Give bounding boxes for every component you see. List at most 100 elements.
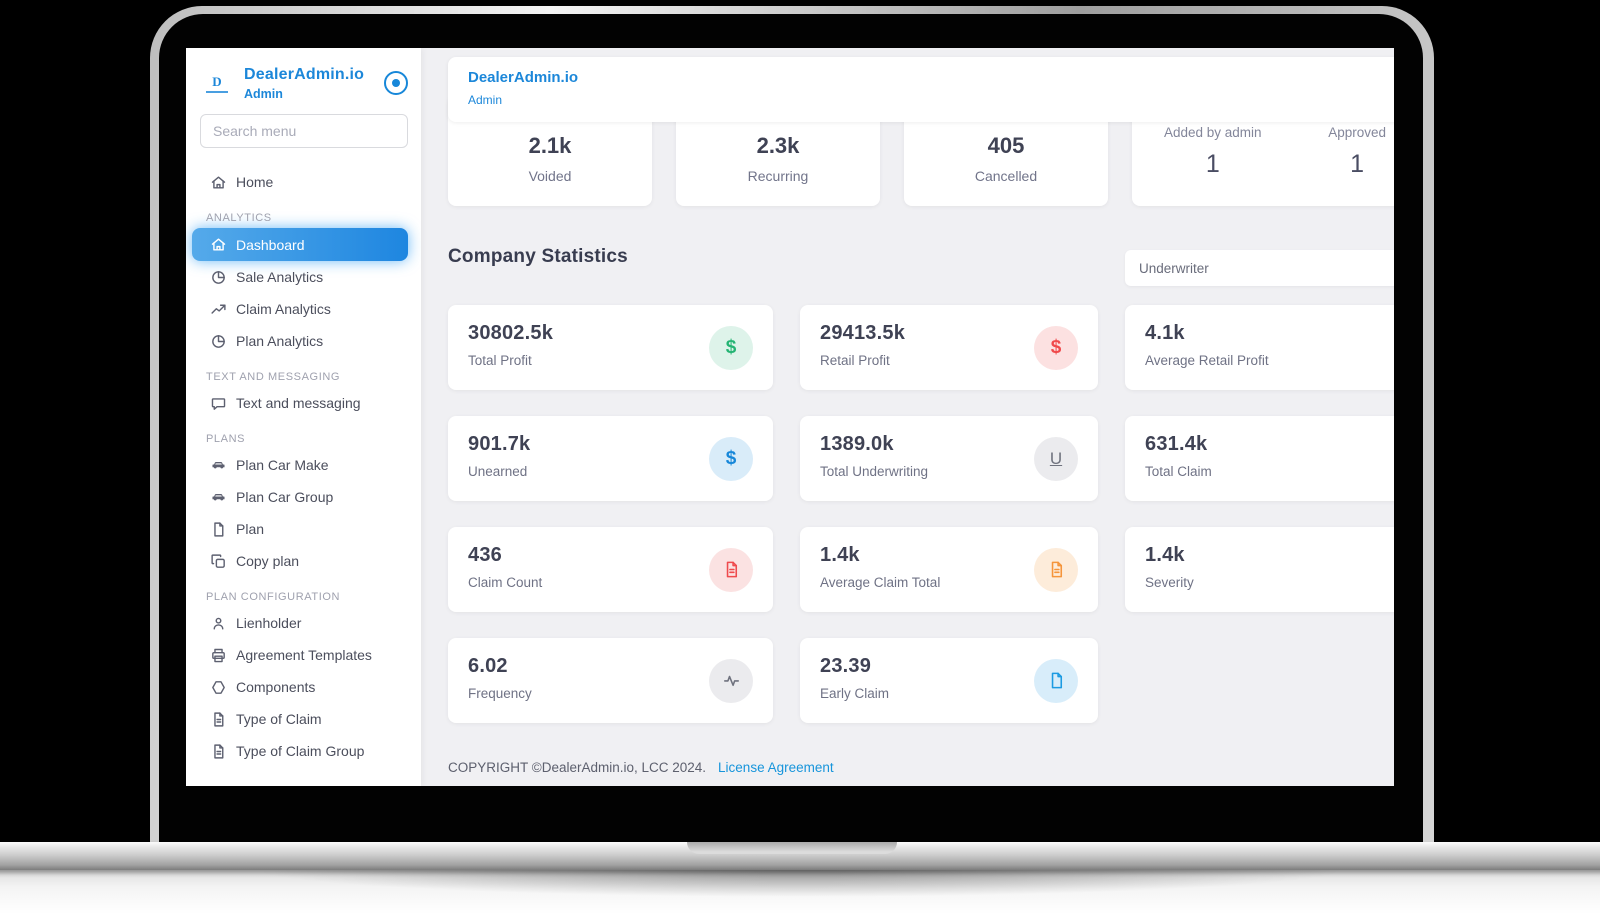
company-stats-grid: 30802.5k Total Profit $ 29413.5k Retail … <box>448 305 1394 723</box>
stat-label: Average Retail Profit <box>1145 353 1269 368</box>
dealeradmin-app-screen: D DealerAdmin.io Admin <box>186 48 1394 786</box>
summary-value: 2.1k <box>528 133 572 158</box>
logo-letter: D <box>212 73 222 89</box>
section-label-text-messaging: TEXT AND MESSAGING <box>206 371 341 383</box>
stat-card-frequency: 6.02 Frequency <box>448 638 773 723</box>
brand-text: DealerAdmin.io Admin <box>234 66 384 101</box>
stat-card-unearned: 901.7k Unearned $ <box>448 416 773 501</box>
stat-card-retail-profit: 29413.5k Retail Profit $ <box>800 305 1098 390</box>
sidebar-item-type-of-claim[interactable]: Type of Claim <box>192 703 408 735</box>
dollar-icon: $ <box>709 325 753 370</box>
sidebar-item-claim-analytics[interactable]: Claim Analytics <box>192 293 408 325</box>
stat-value: 436 <box>468 544 502 566</box>
hexagon-icon <box>210 679 227 696</box>
approved-stat: Approved 1 <box>1328 125 1386 206</box>
sidebar-item-label: Plan Car Make <box>236 457 329 473</box>
sidebar-collapse-button[interactable] <box>384 71 408 95</box>
stat-card-average-retail-profit: 4.1k Average Retail Profit <box>1125 305 1394 390</box>
printer-icon <box>210 647 227 664</box>
stat-label: Approved <box>1328 125 1386 140</box>
sidebar-item-plan-analytics[interactable]: Plan Analytics <box>192 325 408 357</box>
section-label-plan-configuration: PLAN CONFIGURATION <box>206 591 341 603</box>
stat-label: Average Claim Total <box>820 575 941 590</box>
section-label-logs <box>206 781 408 786</box>
section-label-plans: PLANS <box>206 433 246 445</box>
activity-icon <box>709 658 753 703</box>
brand-logo: D <box>200 74 234 93</box>
dollar-icon: $ <box>1034 325 1078 370</box>
added-by-admin-stat: Added by admin 1 <box>1164 125 1262 206</box>
home-icon <box>210 174 227 191</box>
sidebar-item-label: Type of Claim Group <box>236 743 365 759</box>
sidebar-item-copy-plan[interactable]: Copy plan <box>192 545 408 577</box>
file-text-icon <box>210 743 227 760</box>
breadcrumb-subtitle[interactable]: Admin <box>468 93 503 107</box>
record-icon <box>392 79 400 87</box>
sidebar-header: D DealerAdmin.io Admin <box>200 60 408 106</box>
section-label-analytics: ANALYTICS <box>206 212 272 224</box>
copy-icon <box>210 553 227 570</box>
search-input[interactable] <box>200 114 408 148</box>
stat-value: 4.1k <box>1145 322 1185 344</box>
footer: COPYRIGHT ©DealerAdmin.io, LCC 2024. Lic… <box>448 760 834 775</box>
stat-label: Total Profit <box>468 353 532 368</box>
stat-card-total-claim: 631.4k Total Claim <box>1125 416 1394 501</box>
sidebar-search <box>200 114 408 148</box>
stat-value: 1 <box>1205 150 1220 178</box>
stat-label: Early Claim <box>820 686 890 701</box>
sidebar-item-text-and-messaging[interactable]: Text and messaging <box>192 387 408 419</box>
license-agreement-link[interactable]: License Agreement <box>718 760 834 775</box>
underwriter-filter-value: Underwriter <box>1139 260 1209 276</box>
sidebar-item-label: Agreement Templates <box>236 647 372 663</box>
summary-value: 405 <box>987 133 1025 158</box>
sidebar-item-label: Copy plan <box>236 553 300 569</box>
sidebar-item-label: Text and messaging <box>236 395 361 411</box>
user-icon <box>210 615 227 632</box>
stat-card-average-claim-total: 1.4k Average Claim Total <box>800 527 1098 612</box>
stat-value: 29413.5k <box>820 322 906 344</box>
sidebar-item-label: Plan Analytics <box>236 333 324 349</box>
stat-label: Total Claim <box>1145 464 1212 479</box>
trending-up-icon <box>210 301 227 318</box>
sidebar-item-plan-car-make[interactable]: Plan Car Make <box>192 449 408 481</box>
stat-label: Frequency <box>468 686 532 701</box>
sidebar-item-label: Plan Car Group <box>236 489 334 505</box>
sidebar-item-agreement-templates[interactable]: Agreement Templates <box>192 639 408 671</box>
stat-value: 901.7k <box>468 433 531 455</box>
stat-value: 631.4k <box>1145 433 1208 455</box>
pie-chart-icon <box>210 269 227 286</box>
stat-card-early-claim: 23.39 Early Claim <box>800 638 1098 723</box>
sidebar-item-sale-analytics[interactable]: Sale Analytics <box>192 261 408 293</box>
logo-underline <box>206 90 228 93</box>
file-icon <box>210 521 227 538</box>
stat-value: 1.4k <box>820 544 860 566</box>
sidebar-item-lienholder[interactable]: Lienholder <box>192 607 408 639</box>
underwriting-u-icon: U <box>1034 436 1078 481</box>
file-icon <box>1034 658 1078 703</box>
sidebar-item-label: Home <box>236 174 274 190</box>
summary-label: Voided <box>528 168 572 184</box>
breadcrumb-title: DealerAdmin.io <box>468 69 579 86</box>
stat-value: 30802.5k <box>468 322 554 344</box>
stat-value: 23.39 <box>820 655 872 677</box>
page-header: DealerAdmin.io Admin <box>448 57 1394 122</box>
sidebar-item-label: Components <box>236 679 316 695</box>
sidebar-item-dashboard[interactable]: Dashboard <box>192 228 408 261</box>
stat-label: Unearned <box>468 464 528 479</box>
sidebar-item-home[interactable]: Home <box>192 166 408 198</box>
stat-value: 1389.0k <box>820 433 894 455</box>
sidebar-item-plan-car-group[interactable]: Plan Car Group <box>192 481 408 513</box>
stat-value: 6.02 <box>468 655 508 677</box>
sidebar-item-type-of-claim-group[interactable]: Type of Claim Group <box>192 735 408 767</box>
stat-label: Retail Profit <box>820 353 890 368</box>
sidebar-item-label: Claim Analytics <box>236 301 331 317</box>
sidebar-item-components[interactable]: Components <box>192 671 408 703</box>
company-statistics-title: Company Statistics <box>448 246 628 267</box>
stat-card-severity: 1.4k Severity <box>1125 527 1394 612</box>
sidebar-item-plan[interactable]: Plan <box>192 513 408 545</box>
underwriter-filter-select[interactable]: Underwriter <box>1125 250 1394 286</box>
file-text-icon <box>709 547 753 592</box>
stat-label: Severity <box>1145 575 1194 590</box>
laptop-shadow <box>40 868 1560 908</box>
